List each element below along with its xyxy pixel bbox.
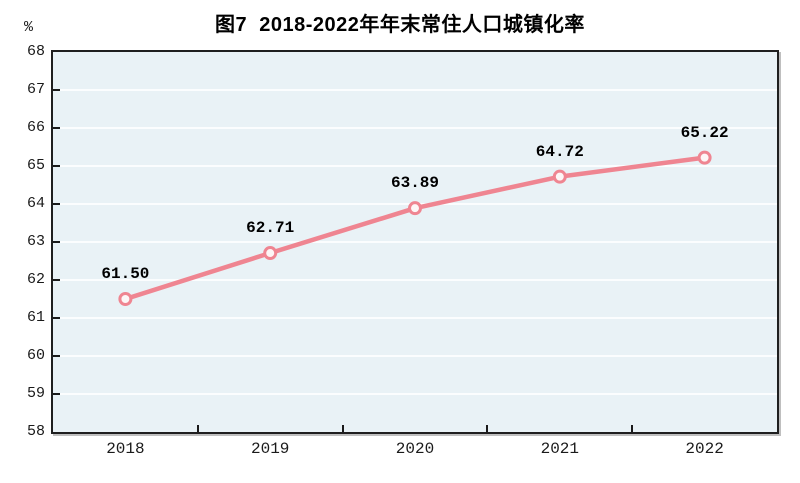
y-axis-label: 58: [26, 423, 45, 440]
y-tick-mark: [53, 241, 60, 243]
data-point-label: 62.71: [246, 219, 295, 238]
y-axis-label: 67: [26, 81, 45, 98]
y-axis-label: 62: [26, 271, 45, 288]
y-axis-label: 59: [26, 385, 45, 402]
x-axis-label: 2021: [540, 440, 579, 458]
series-line-svg: [118, 150, 712, 306]
y-axis-label: 63: [26, 233, 45, 250]
data-point-label: 63.89: [390, 174, 440, 193]
y-axis-label: 66: [26, 119, 45, 136]
plot-area: 61.50 62.71 63.89 64.72 65.22: [51, 50, 779, 434]
x-axis-label: 2018: [106, 440, 145, 458]
y-axis-unit-label: %: [24, 19, 34, 36]
y-tick-mark: [53, 317, 60, 319]
y-tick-mark: [53, 89, 60, 91]
y-axis-label: 61: [26, 309, 45, 326]
x-tick-mark: [486, 425, 489, 432]
x-tick-mark: [196, 425, 199, 432]
data-point-marker: [263, 246, 278, 261]
x-tick-mark: [341, 425, 344, 432]
y-tick-mark: [53, 279, 60, 281]
y-axis-label: 64: [26, 195, 45, 212]
x-tick-mark: [631, 425, 634, 432]
x-axis-label: 2020: [395, 440, 435, 458]
data-point-marker: [552, 169, 567, 184]
y-tick-mark: [53, 165, 60, 167]
chart-title: 图7 2018-2022年年末常住人口城镇化率: [215, 14, 585, 36]
y-tick-mark: [53, 355, 60, 357]
data-point-label: 61.50: [101, 265, 150, 283]
y-tick-mark: [53, 203, 60, 205]
data-point-marker: [118, 292, 133, 306]
x-axis-label: 2022: [685, 440, 724, 458]
data-point-marker: [697, 150, 712, 165]
data-point-label: 64.72: [535, 142, 584, 161]
y-axis-label: 65: [26, 157, 45, 174]
y-tick-mark: [53, 127, 60, 129]
y-axis-label: 60: [26, 347, 45, 364]
y-tick-mark: [53, 393, 60, 395]
data-point-marker: [408, 201, 422, 216]
data-point-label: 65.22: [680, 123, 729, 142]
x-axis-label: 2019: [250, 440, 290, 458]
y-axis-label: 68: [26, 43, 45, 60]
